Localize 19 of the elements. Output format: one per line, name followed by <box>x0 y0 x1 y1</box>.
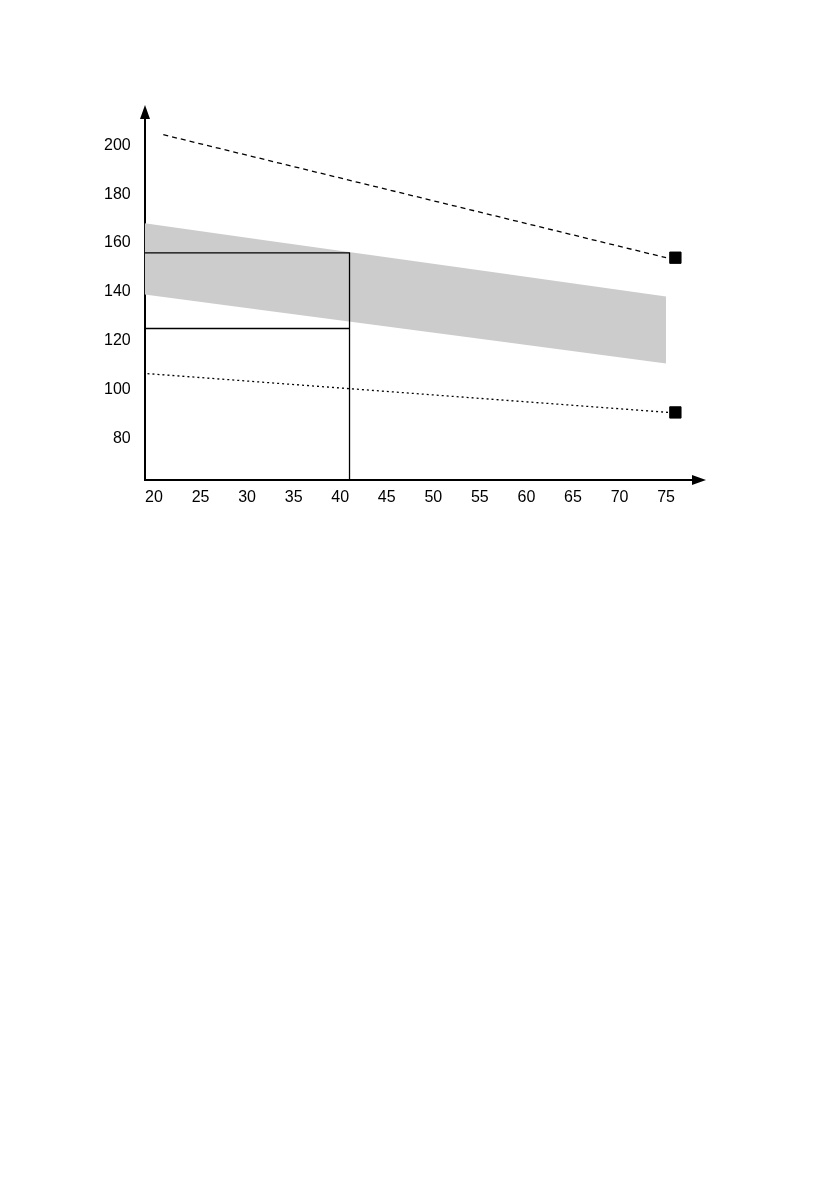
y-tick-label: 180 <box>103 184 131 202</box>
y-tick-label: 100 <box>103 379 131 397</box>
x-tick-label: 35 <box>284 487 303 505</box>
x-tick-label: 40 <box>331 487 350 505</box>
x-tick-label: 70 <box>610 487 629 505</box>
x-tick-label: 20 <box>145 487 164 505</box>
x-tick-label: 75 <box>657 487 676 505</box>
x-tick-label: 65 <box>564 487 582 505</box>
x-tick-label: 55 <box>470 487 489 505</box>
x-tick-label: 30 <box>238 487 257 505</box>
x-tick-label: 60 <box>517 487 536 505</box>
y-tick-label: 160 <box>103 233 131 251</box>
x-tick-label: 50 <box>424 487 443 505</box>
y-tick-label: 120 <box>103 331 131 349</box>
y-tick-label: 200 <box>103 135 131 153</box>
x-tick-label: 25 <box>191 487 210 505</box>
y-tick-label: 140 <box>103 282 131 300</box>
x-tick-label: 45 <box>377 487 396 505</box>
y-tick-label: 80 <box>112 428 131 446</box>
